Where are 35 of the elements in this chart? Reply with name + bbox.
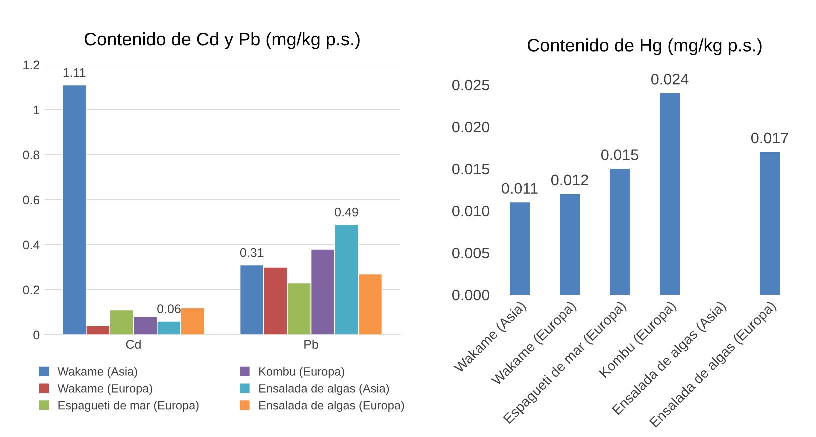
y-tick-label: 0.2 [23, 286, 40, 295]
data-label: 0.024 [651, 74, 689, 85]
bar [560, 194, 580, 295]
legend-label: Ensalada de algas (Asia) [260, 384, 390, 396]
legend-label: Wakame (Europa) [58, 384, 152, 396]
data-label: 1.11 [64, 68, 86, 78]
chart-title: Contenido de Hg (mg/kg p.s.) [528, 38, 762, 56]
bar [760, 152, 780, 295]
y-tick-label: 0.4 [23, 240, 40, 250]
x-tick-label: Pb [304, 340, 318, 350]
data-label: 0.06 [158, 304, 181, 314]
y-tick-label: 1.2 [24, 60, 40, 70]
legend-label: Ensalada de algas (Europa) [260, 401, 404, 412]
y-tick-label: 0.025 [452, 80, 490, 91]
y-tick-label: 0.010 [452, 206, 490, 217]
y-tick-label: 0.6 [23, 196, 40, 205]
data-label: 0.011 [502, 183, 538, 194]
data-label: 0.012 [551, 174, 588, 186]
y-tick-label: 0.8 [23, 150, 40, 160]
data-label: 0.49 [335, 208, 358, 217]
chart-title: Contenido de Cd y Pb (mg/kg p.s.) [84, 32, 360, 50]
data-label: 0.017 [751, 132, 788, 144]
bar [510, 202, 530, 295]
x-tick-label: Cd [126, 340, 141, 350]
y-tick-label: 0.020 [452, 122, 490, 133]
y-tick-label: 1 [34, 106, 40, 115]
legend-label: Espagueti de mar (Europa) [58, 401, 199, 412]
bar [610, 169, 630, 295]
y-tick-label: 0.015 [452, 164, 490, 175]
bar [660, 93, 680, 295]
data-label: 0.31 [240, 248, 264, 258]
y-tick-label: 0.000 [452, 290, 490, 301]
y-tick-label: 0 [34, 330, 40, 340]
y-tick-label: 0.005 [452, 248, 490, 259]
data-label: 0.015 [601, 150, 638, 160]
